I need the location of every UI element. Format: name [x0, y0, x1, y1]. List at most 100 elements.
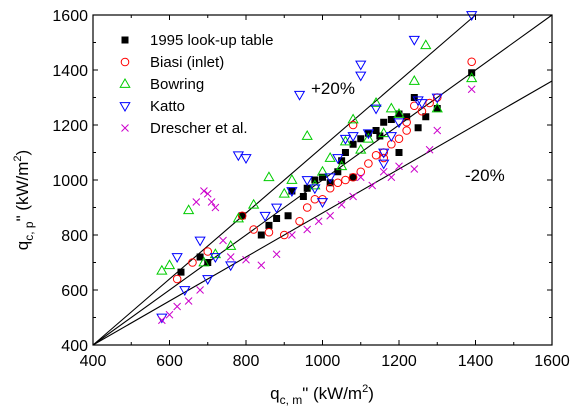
legend-label-2: Biasi (inlet): [150, 54, 224, 71]
data-point-series-5: [196, 286, 204, 294]
data-point-series-1: [196, 253, 204, 261]
data-point-series-3: [182, 204, 195, 215]
data-point-series-3: [163, 259, 176, 270]
x-tick-label: 1000: [305, 353, 341, 370]
data-point-series-4: [385, 132, 398, 143]
legend: 1995 look-up table Biasi (inlet) Bowring Ka…: [119, 32, 273, 137]
data-point-series-4: [240, 154, 252, 165]
data-point-series-2: [203, 247, 213, 256]
y-axis-label: qc, p" (kW/m2): [12, 150, 36, 250]
x-tick-label: 600: [156, 353, 183, 370]
data-point-series-5: [184, 297, 193, 305]
data-point-series-1: [204, 259, 212, 266]
data-point-series-2: [348, 172, 358, 182]
data-point-series-3: [466, 72, 478, 83]
data-point-series-2: [172, 274, 182, 284]
annotation-minus-20: -20%: [465, 166, 505, 185]
data-point-series-5: [356, 173, 365, 182]
data-point-series-5: [272, 250, 281, 259]
annotation-plus-20: +20%: [311, 79, 355, 98]
data-point-series-1: [357, 135, 365, 143]
axis-ticks: 400 600 800 1000 1200 1400 1600 400 600 800 1000 12…: [52, 8, 569, 370]
data-point-series-5: [395, 162, 403, 171]
data-point-series-3: [324, 151, 336, 162]
y-tick-label: 1400: [52, 63, 88, 80]
data-point-series-3: [316, 165, 329, 176]
data-point-series-4: [209, 253, 222, 264]
data-point-series-1: [395, 110, 403, 118]
data-point-series-3: [232, 212, 245, 223]
data-point-series-5: [467, 85, 476, 94]
data-point-series-2: [425, 98, 434, 108]
data-point-series-4: [270, 203, 283, 214]
data-point-series-4: [347, 132, 359, 143]
data-point-series-4: [293, 90, 306, 101]
data-point-series-5: [257, 261, 266, 270]
data-point-series-2: [394, 134, 404, 144]
data-point-series-1: [376, 132, 384, 140]
data-point-series-1: [387, 116, 395, 123]
data-point-series-1: [410, 94, 418, 101]
data-point-series-4: [324, 173, 336, 184]
data-point-series-5: [433, 126, 442, 135]
data-point-series-3: [393, 107, 405, 118]
y-tick-label: 400: [61, 338, 88, 355]
data-point-series-1: [349, 173, 357, 181]
legend-marker-3: [119, 77, 131, 88]
x-tick-label: 1200: [381, 353, 417, 370]
legend-label-4: Katto: [150, 98, 185, 115]
data-point-series-3: [362, 132, 375, 143]
data-point-series-3: [156, 264, 168, 275]
data-point-series-3: [198, 256, 210, 267]
data-point-series-1: [349, 140, 357, 148]
data-point-series-1: [334, 168, 342, 176]
data-point-series-4: [301, 176, 313, 187]
data-point-series-2: [341, 175, 350, 185]
data-point-series-1: [265, 221, 273, 229]
data-point-series-1: [177, 268, 185, 276]
data-point-series-3: [278, 187, 290, 198]
data-points: [156, 11, 478, 325]
data-point-series-2: [279, 230, 289, 240]
data-point-series-1: [284, 212, 292, 220]
data-point-series-4: [316, 198, 329, 209]
data-point-series-2: [348, 120, 358, 130]
data-point-series-2: [318, 194, 327, 204]
data-point-series-2: [402, 117, 411, 127]
data-point-series-5: [349, 192, 357, 201]
x-tick-label: 800: [233, 353, 260, 370]
legend-label-3: Bowring: [150, 76, 204, 93]
data-point-series-5: [219, 236, 227, 245]
data-point-series-5: [288, 231, 296, 239]
data-point-series-2: [356, 167, 366, 177]
data-point-series-3: [335, 160, 348, 171]
data-point-series-4: [179, 286, 191, 297]
data-point-series-4: [194, 236, 206, 247]
y-tick-label: 1200: [52, 118, 88, 135]
data-point-series-4: [156, 313, 168, 324]
data-point-series-2: [333, 178, 343, 188]
data-point-series-2: [249, 225, 258, 234]
data-point-series-3: [286, 173, 298, 184]
data-point-series-5: [157, 316, 166, 325]
data-point-series-3: [385, 102, 398, 113]
data-point-series-4: [416, 99, 428, 110]
data-point-series-2: [295, 216, 304, 226]
legend-marker-2: [120, 57, 130, 67]
y-tick-label: 1000: [52, 173, 88, 190]
data-point-series-4: [362, 129, 375, 140]
data-point-series-3: [247, 198, 260, 209]
data-point-series-3: [225, 239, 237, 250]
data-point-series-1: [380, 118, 388, 126]
data-point-series-3: [355, 143, 367, 154]
data-point-series-5: [207, 198, 216, 206]
data-point-series-1: [238, 212, 246, 220]
x-tick-label: 1600: [534, 353, 570, 370]
data-point-series-2: [402, 126, 411, 135]
y-tick-label: 600: [61, 283, 88, 300]
data-point-series-4: [355, 60, 367, 71]
data-point-series-3: [347, 113, 359, 124]
data-point-series-2: [325, 183, 335, 193]
data-point-series-4: [466, 11, 478, 22]
